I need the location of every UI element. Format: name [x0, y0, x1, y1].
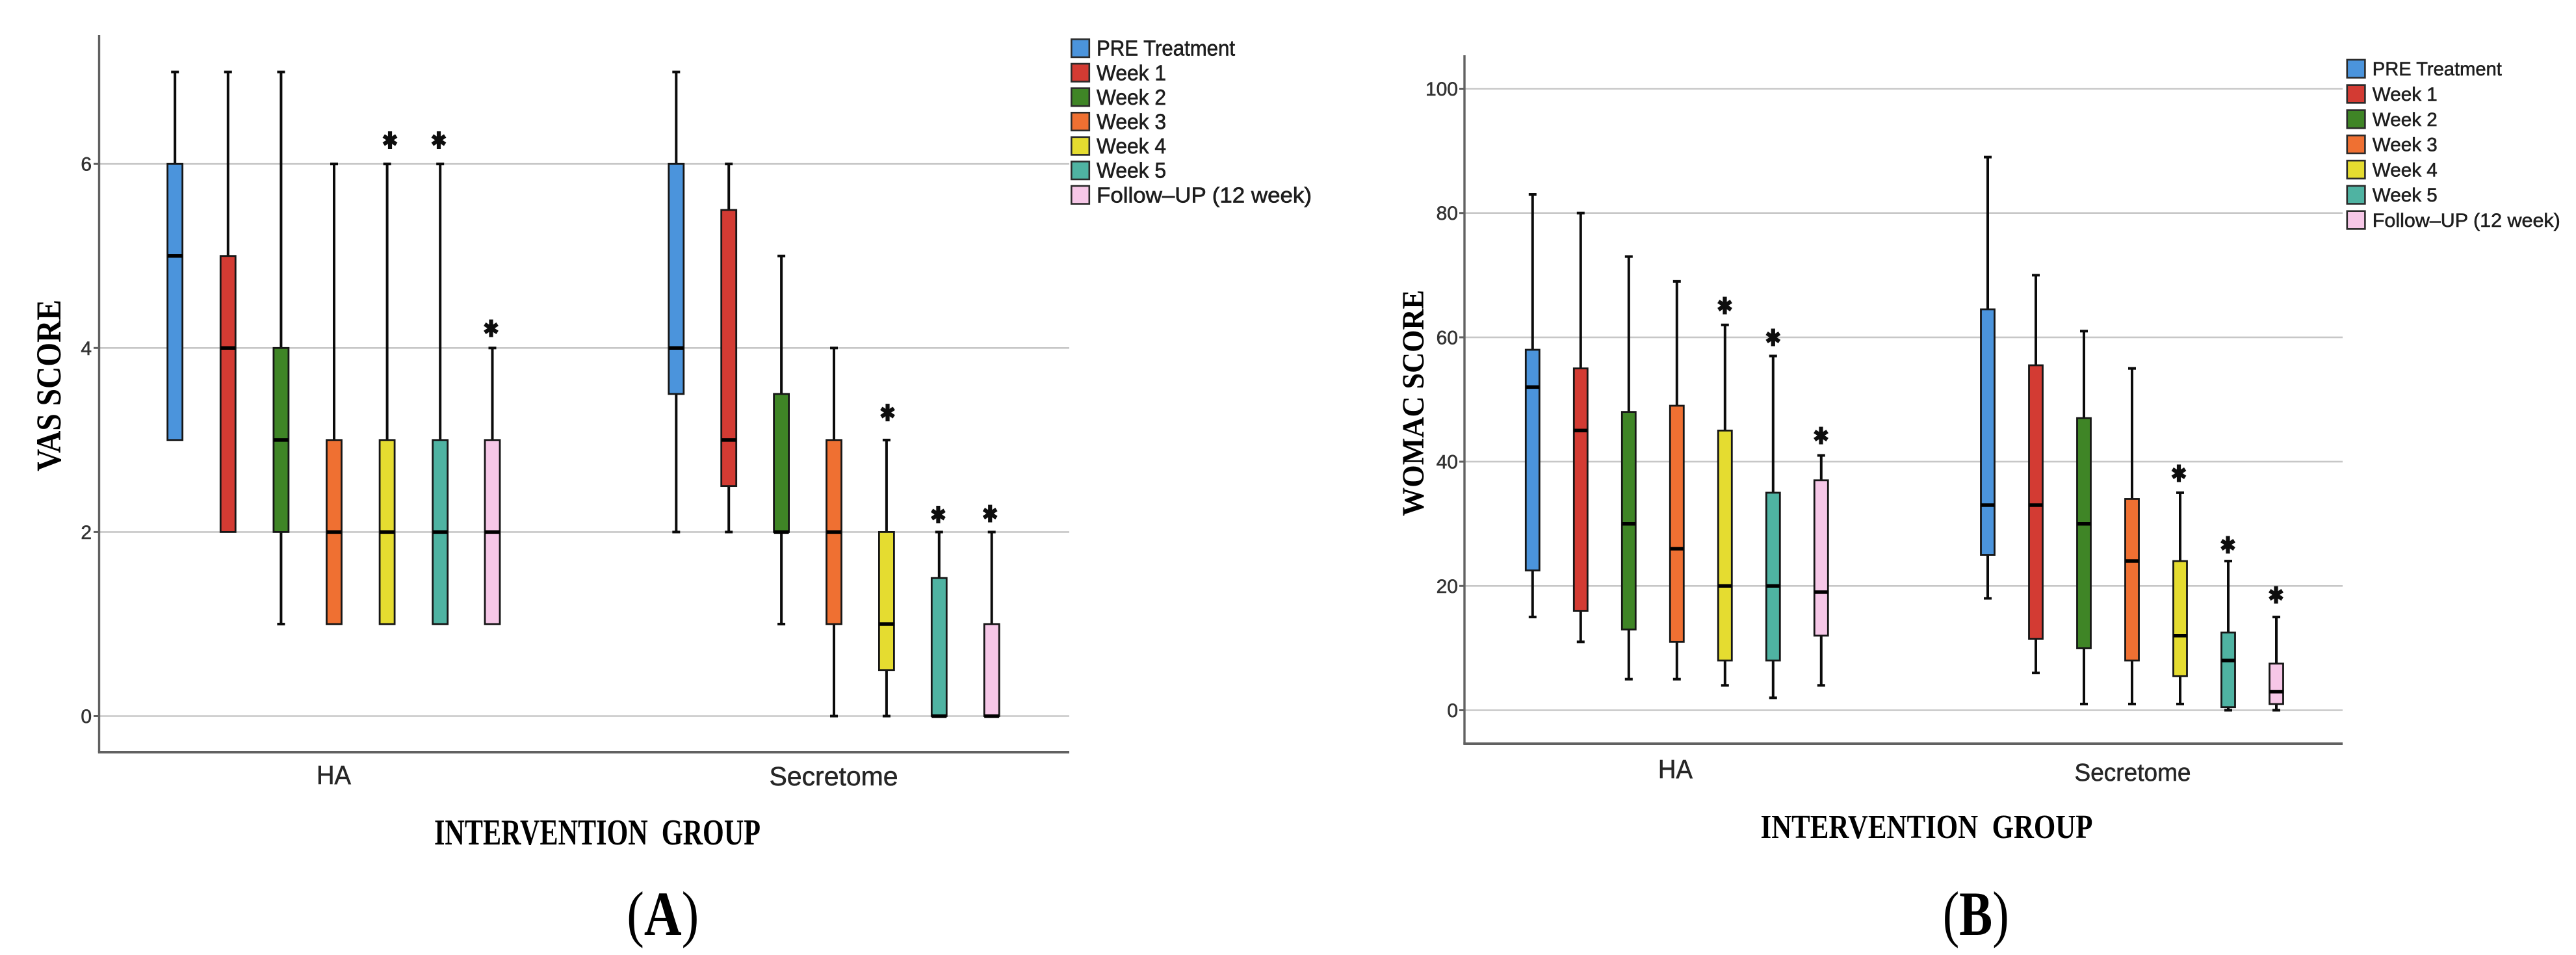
svg-text:INTERVENTION GROUP: INTERVENTION GROUP [434, 813, 761, 853]
svg-text:HA: HA [317, 760, 352, 790]
svg-text:Week 2: Week 2 [1097, 86, 1166, 110]
svg-text:2: 2 [81, 522, 92, 543]
svg-text:40: 40 [1437, 452, 1458, 473]
svg-text:Week 2: Week 2 [2373, 109, 2438, 131]
svg-text:Week 1: Week 1 [2373, 84, 2438, 105]
svg-text:(B): (B) [1943, 879, 2009, 948]
svg-text:PRE Treatment: PRE Treatment [1097, 37, 1236, 61]
svg-text:Week 1: Week 1 [1097, 61, 1166, 85]
svg-text:80: 80 [1437, 203, 1458, 224]
svg-text:Week 5: Week 5 [1097, 159, 1166, 183]
svg-text:0: 0 [81, 706, 92, 727]
svg-text:0: 0 [1447, 700, 1458, 722]
svg-text:(A): (A) [627, 879, 699, 948]
svg-text:Follow–UP (12 week): Follow–UP (12 week) [2373, 210, 2560, 231]
svg-text:Week 5: Week 5 [2373, 185, 2438, 206]
svg-text:Week 3: Week 3 [2373, 135, 2438, 156]
svg-text:20: 20 [1437, 576, 1458, 597]
svg-text:Secretome: Secretome [770, 761, 898, 791]
svg-text:6: 6 [81, 154, 92, 176]
svg-text:60: 60 [1437, 327, 1458, 348]
svg-text:WOMAC SCORE: WOMAC SCORE [1396, 290, 1431, 516]
svg-text:VAS SCORE: VAS SCORE [29, 300, 68, 471]
svg-text:Week 3: Week 3 [1097, 111, 1166, 135]
svg-text:Follow–UP (12 week): Follow–UP (12 week) [1097, 183, 1312, 207]
svg-text:100: 100 [1425, 79, 1458, 100]
svg-text:INTERVENTION GROUP: INTERVENTION GROUP [1761, 809, 2093, 846]
svg-text:4: 4 [81, 338, 92, 360]
svg-text:HA: HA [1658, 754, 1693, 784]
svg-text:PRE Treatment: PRE Treatment [2373, 59, 2503, 80]
svg-text:Week 4: Week 4 [2373, 159, 2438, 181]
svg-text:Secretome: Secretome [2075, 759, 2191, 787]
svg-text:Week 4: Week 4 [1097, 135, 1166, 159]
